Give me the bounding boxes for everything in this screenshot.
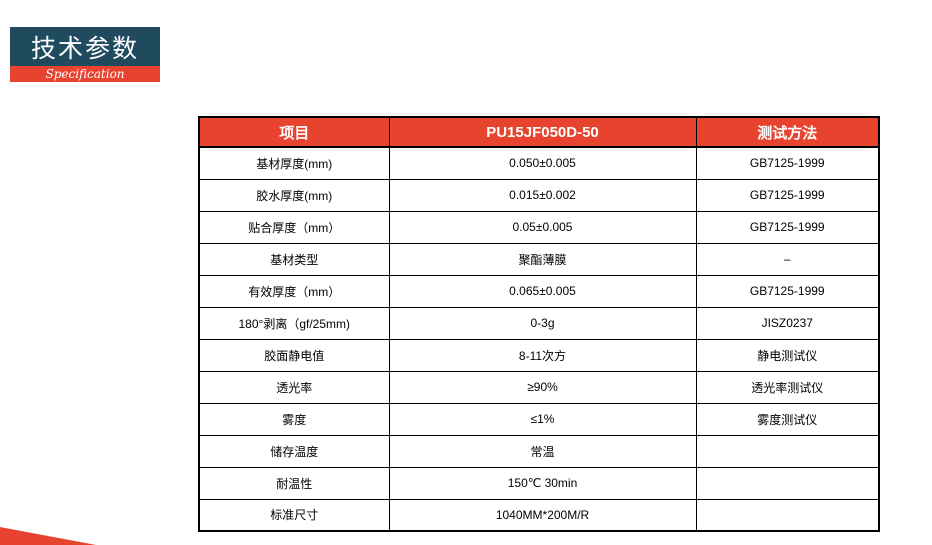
spec-value-cell: 聚酯薄膜 (388, 242, 697, 276)
table-header-row: 项目 PU15JF050D-50 测试方法 (198, 116, 880, 148)
test-method-cell (695, 434, 880, 468)
table-row: 有效厚度（mm） 0.065±0.005 GB7125-1999 (198, 274, 880, 308)
table-row: 标准尺寸 1040MM*200M/R (198, 498, 880, 532)
spec-value-cell: 150℃ 30min (388, 466, 697, 500)
spec-item-cell: 基材类型 (198, 242, 390, 276)
corner-decoration-triangle (0, 527, 96, 545)
test-method-cell: GB7125-1999 (695, 274, 880, 308)
test-method-cell: 雾度测试仪 (695, 402, 880, 436)
table-row: 胶水厚度(mm) 0.015±0.002 GB7125-1999 (198, 178, 880, 212)
header-product-column: PU15JF050D-50 (388, 116, 697, 148)
spec-value-cell: 0.050±0.005 (388, 146, 697, 180)
spec-item-cell: 透光率 (198, 370, 390, 404)
spec-item-cell: 标准尺寸 (198, 498, 390, 532)
spec-item-cell: 储存温度 (198, 434, 390, 468)
spec-value-cell: 0.015±0.002 (388, 178, 697, 212)
header-test-method-column: 测试方法 (695, 116, 880, 148)
spec-value-cell: 0.05±0.005 (388, 210, 697, 244)
test-method-cell: 透光率测试仪 (695, 370, 880, 404)
table-row: 180°剥离（gf/25mm) 0-3g JISZ0237 (198, 306, 880, 340)
table-row: 储存温度 常温 (198, 434, 880, 468)
test-method-cell: GB7125-1999 (695, 210, 880, 244)
spec-item-cell: 180°剥离（gf/25mm) (198, 306, 390, 340)
spec-item-cell: 胶面静电值 (198, 338, 390, 372)
table-row: 胶面静电值 8-11次方 静电测试仪 (198, 338, 880, 372)
table-row: 透光率 ≥90% 透光率测试仪 (198, 370, 880, 404)
table-row: 基材厚度(mm) 0.050±0.005 GB7125-1999 (198, 146, 880, 180)
table-row: 基材类型 聚酯薄膜 – (198, 242, 880, 276)
spec-value-cell: ≤1% (388, 402, 697, 436)
spec-value-cell: 8-11次方 (388, 338, 697, 372)
spec-item-cell: 贴合厚度（mm） (198, 210, 390, 244)
spec-value-cell: 1040MM*200M/R (388, 498, 697, 532)
table-row: 贴合厚度（mm） 0.05±0.005 GB7125-1999 (198, 210, 880, 244)
spec-item-cell: 有效厚度（mm） (198, 274, 390, 308)
page-title-block: 技术参数 Specification (10, 27, 160, 82)
spec-value-cell: 0-3g (388, 306, 697, 340)
table-row: 雾度 ≤1% 雾度测试仪 (198, 402, 880, 436)
test-method-cell (695, 498, 880, 532)
test-method-cell: 静电测试仪 (695, 338, 880, 372)
spec-item-cell: 基材厚度(mm) (198, 146, 390, 180)
test-method-cell (695, 466, 880, 500)
specification-table: 项目 PU15JF050D-50 测试方法 基材厚度(mm) 0.050±0.0… (198, 116, 880, 532)
spec-value-cell: 0.065±0.005 (388, 274, 697, 308)
spec-item-cell: 胶水厚度(mm) (198, 178, 390, 212)
table-row: 耐温性 150℃ 30min (198, 466, 880, 500)
spec-item-cell: 雾度 (198, 402, 390, 436)
test-method-cell: – (695, 242, 880, 276)
page-subtitle: Specification (10, 66, 160, 82)
test-method-cell: GB7125-1999 (695, 178, 880, 212)
page-title: 技术参数 (10, 27, 160, 66)
test-method-cell: JISZ0237 (695, 306, 880, 340)
test-method-cell: GB7125-1999 (695, 146, 880, 180)
spec-item-cell: 耐温性 (198, 466, 390, 500)
spec-value-cell: ≥90% (388, 370, 697, 404)
header-item-column: 项目 (198, 116, 390, 148)
spec-value-cell: 常温 (388, 434, 697, 468)
